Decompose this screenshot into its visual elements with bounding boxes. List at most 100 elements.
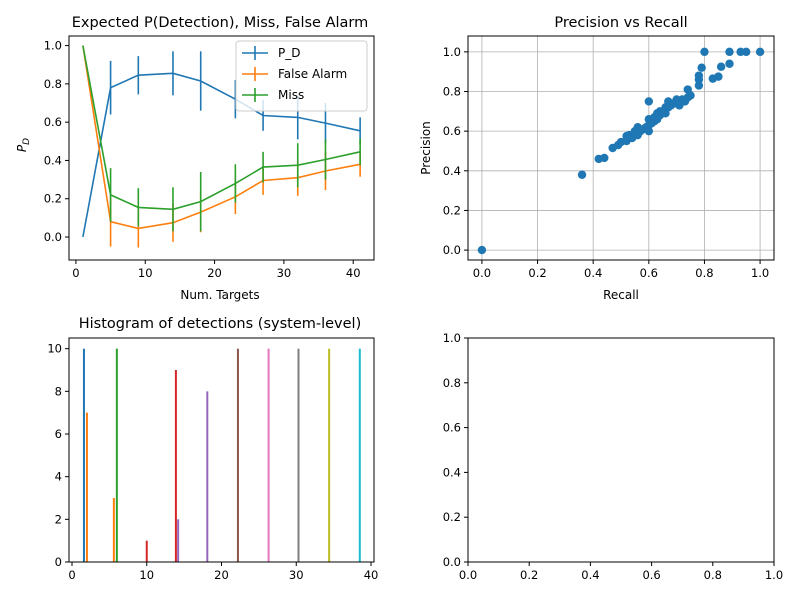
svg-text:PD: PD [15,138,32,152]
x-tick-label: 0.4 [581,568,599,582]
y-tick-label: 4 [55,470,62,484]
y-tick-label: 1.0 [443,331,461,345]
series-line-0 [82,72,361,238]
x-tick-label: 40 [346,266,361,280]
y-tick-label: 0 [55,555,62,569]
scatter-point [600,153,609,163]
scatter-point [725,59,734,68]
x-tick-label: 0.6 [640,266,658,280]
histogram-bar [174,370,177,562]
scatter-point [716,62,726,71]
chart-title: Precision vs Recall [554,15,687,31]
scatter-point [477,245,487,255]
scatter-point [700,47,709,57]
scatter-point [644,97,654,106]
x-tick-label: 1.0 [751,266,769,280]
plot-frame [68,337,375,563]
chart-empty-axes: 0.0 0.2 0.4 0.6 0.8 1.0 0.0 0.2 0.4 0.6 0.8 1.0 [443,331,783,582]
chart-precision-recall: Precision vs Recall Recall Precision 0.0… [419,15,775,302]
scatter-point [714,72,723,81]
y-tick-label: 8 [55,384,62,398]
y-tick-label: 0.4 [44,153,62,167]
x-tick-label: 40 [364,568,379,582]
y-tick-label: 1.0 [443,45,461,59]
plot-frame [467,35,775,261]
y-tick-label: 1.0 [44,39,62,53]
histogram-bar [112,498,115,562]
scatter-point [741,47,751,57]
chart-title: Histogram of detections (system-level) [79,316,362,332]
histogram-bar [236,348,239,562]
x-tick-label: 0.4 [584,266,602,280]
y-tick-label: 0.4 [443,465,461,479]
y-tick-label: 0.6 [443,421,461,435]
x-tick-label: 10 [139,568,154,582]
x-tick-label: 0.8 [695,266,713,280]
y-tick-label: 0.0 [443,243,461,257]
y-tick-label: 0.8 [44,77,62,91]
series-line-1 [82,45,361,230]
y-label-subscript: D [22,138,32,145]
y-tick-label: 0.2 [44,192,62,206]
histogram-bar [177,519,180,562]
y-tick-label: 0.6 [443,124,461,138]
legend-box [235,40,368,112]
histogram-bar [115,348,118,562]
chart-detection-histogram: Histogram of detections (system-level) 0… [47,316,378,582]
x-tick-label: 20 [207,266,222,280]
x-tick-label: 0 [68,568,75,582]
y-axis-label: Precision [419,121,433,175]
x-tick-label: 10 [138,266,153,280]
x-tick-label: 0.0 [459,568,477,582]
histogram-bar [206,391,209,562]
scatter-point [694,81,704,90]
y-tick-label: 0.8 [443,85,461,99]
x-tick-label: 0.2 [528,266,546,280]
x-tick-label: 30 [277,266,292,280]
x-tick-label: 0.2 [520,568,538,582]
histogram-bar [358,348,361,562]
scatter-point [644,126,654,136]
plot-frame [68,35,375,261]
x-tick-label: 0 [72,266,79,280]
x-tick-label: 1.0 [765,568,783,582]
y-tick-label: 2 [55,512,62,526]
scatter-point [697,63,706,72]
y-tick-label: 0.0 [443,555,461,569]
chart-expected-detection: Expected P(Detection), Miss, False Alarm… [15,15,375,302]
histogram-bar [328,348,331,562]
y-tick-label: 0.6 [44,115,62,129]
scatter-point [755,47,765,57]
x-tick-label: 20 [214,568,229,582]
x-axis-label: Recall [603,288,639,302]
x-axis-label: Num. Targets [180,288,259,302]
y-tick-label: 0.2 [443,510,461,524]
legend-label: False Alarm [278,67,347,81]
histogram-bar [145,540,148,562]
histogram-bar [297,348,300,562]
x-tick-label: 0.0 [473,266,491,280]
y-tick-label: 10 [47,342,62,356]
plot-frame [467,337,775,563]
series-line-2 [82,45,361,211]
y-tick-label: 0.8 [443,376,461,390]
scatter-point [725,47,734,57]
y-tick-label: 0.2 [443,203,461,217]
y-tick-label: 6 [55,427,62,441]
histogram-bar [85,412,88,562]
legend-label: Miss [278,88,304,102]
histogram-bar [82,348,85,562]
scatter-point [577,170,587,179]
x-tick-label: 0.6 [642,568,660,582]
legend-label: P_D [278,46,300,60]
y-tick-label: 0.0 [44,230,62,244]
legend: P_D False Alarm Miss [235,40,368,112]
x-tick-label: 0.8 [704,568,722,582]
x-tick-label: 30 [289,568,304,582]
y-tick-label: 0.4 [443,164,461,178]
chart-title: Expected P(Detection), Miss, False Alarm [72,15,369,31]
histogram-bar [267,348,270,562]
scatter-point [686,91,695,100]
y-axis-label: PD [15,138,32,152]
